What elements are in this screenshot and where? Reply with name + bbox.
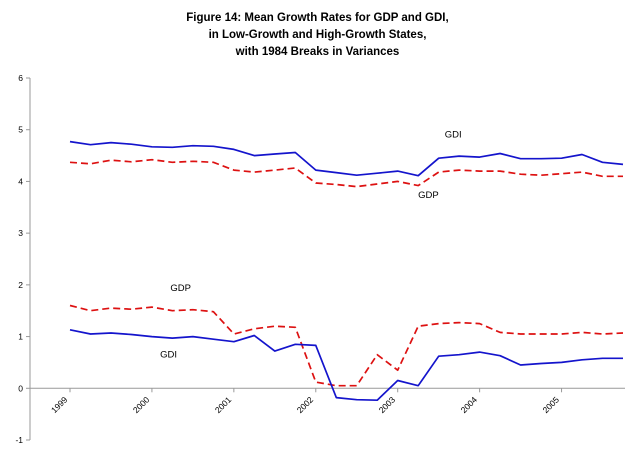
chart-title-line-1: Figure 14: Mean Growth Rates for GDP and… xyxy=(186,12,449,24)
chart-title-line-2: in Low-Growth and High-Growth States, xyxy=(208,29,427,41)
series-annotation-gdp: GDP xyxy=(170,283,191,294)
series-line-gdp-low-growth xyxy=(69,304,624,387)
series-line-gdi-low-growth xyxy=(69,328,623,402)
y-axis-tick-label: 4 xyxy=(18,176,23,186)
y-axis-tick-label: 5 xyxy=(18,125,23,135)
series-annotation-gdp: GDP xyxy=(418,190,439,201)
series-line-gdp-high-growth xyxy=(69,158,623,188)
x-axis-tick-label: 2004 xyxy=(459,394,480,415)
y-axis-tick-label: 6 xyxy=(18,73,23,83)
series-annotation-gdi: GDI xyxy=(160,349,177,360)
y-axis-tick-label: 0 xyxy=(18,383,23,393)
x-axis-tick-label: 2005 xyxy=(541,394,562,415)
y-axis-tick-label: 2 xyxy=(18,280,23,290)
y-axis-tick-label: -1 xyxy=(15,435,23,445)
series-line-gdi-high-growth xyxy=(69,140,624,177)
y-axis-tick-label: 1 xyxy=(18,332,23,342)
chart-title-line-3: with 1984 Breaks in Variances xyxy=(235,46,400,58)
y-axis-tick-label: 3 xyxy=(18,228,23,238)
x-axis-tick-label: 1999 xyxy=(49,394,70,415)
chart-title: Figure 14: Mean Growth Rates for GDP and… xyxy=(0,0,635,61)
x-axis-tick-label: 2002 xyxy=(295,394,316,415)
x-axis-tick-label: 2001 xyxy=(213,394,234,415)
x-axis-tick-label: 2000 xyxy=(131,394,152,415)
series-annotation-gdi: GDI xyxy=(445,129,462,140)
